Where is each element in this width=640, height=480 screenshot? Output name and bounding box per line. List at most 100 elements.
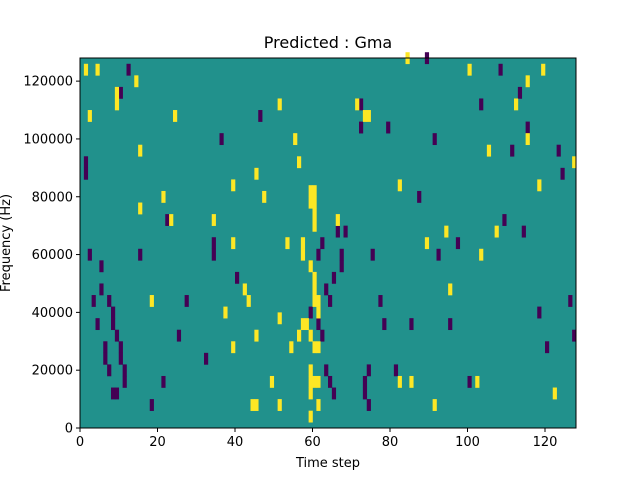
heatmap-cell-negative <box>103 341 108 354</box>
heatmap-cell-negative <box>211 248 216 261</box>
heatmap-cell-negative <box>556 144 561 157</box>
heatmap-cell-negative <box>436 248 441 261</box>
heatmap-cell-positive <box>269 375 275 388</box>
heatmap-cell-positive <box>231 341 236 354</box>
heatmap-cell-positive <box>366 110 371 122</box>
heatmap-cell-negative <box>114 387 120 400</box>
heatmap-cell-positive <box>552 387 557 400</box>
heatmap-cell-negative <box>510 144 515 157</box>
heatmap-cell-positive <box>285 237 290 250</box>
y-axis-ticks: 0 20000 40000 60000 80000 100000 120000 <box>23 75 80 437</box>
heatmap-cell-positive <box>312 295 317 307</box>
heatmap-cell-negative <box>320 329 325 342</box>
heatmap-cell-negative <box>87 248 92 261</box>
x-tick-label: 0 <box>76 435 84 450</box>
heatmap-cell-positive <box>316 375 321 388</box>
heatmap-cell-negative <box>409 318 414 331</box>
heatmap-cell-negative <box>118 352 123 365</box>
heatmap-cell-positive <box>277 312 282 325</box>
heatmap-cell-negative <box>359 121 364 134</box>
heatmap-cell-positive <box>300 248 306 261</box>
heatmap-cell-negative <box>366 399 371 411</box>
heatmap-cell-positive <box>134 75 139 88</box>
heatmap-cell-negative <box>331 387 337 400</box>
heatmap-cell-negative <box>111 306 116 319</box>
heatmap-cell-negative <box>99 260 104 273</box>
heatmap-cell-negative <box>316 318 321 331</box>
y-tick-label: 120000 <box>23 75 73 90</box>
heatmap-cell-negative <box>161 375 166 388</box>
heatmap-cell-positive <box>254 329 259 342</box>
heatmap-cell-negative <box>83 156 89 169</box>
heatmap-cell-negative <box>517 86 523 99</box>
heatmap-cell-positive <box>211 214 216 226</box>
heatmap-cell-positive <box>397 375 402 388</box>
heatmap-cell-negative <box>95 318 100 331</box>
heatmap-cell-positive <box>254 399 259 411</box>
plot-area <box>79 52 577 429</box>
heatmap-cell-positive <box>95 63 100 76</box>
heatmap-cell-positive <box>397 179 402 192</box>
heatmap-cell-positive <box>514 98 519 111</box>
y-tick-label: 100000 <box>23 132 73 147</box>
heatmap-cell-negative <box>568 295 573 307</box>
heatmap-cell-positive <box>83 63 89 76</box>
heatmap-cell-positive <box>444 225 449 238</box>
heatmap-cell-negative <box>448 318 453 331</box>
heatmap-cell-positive <box>250 399 255 411</box>
heatmap-cell-negative <box>111 387 116 400</box>
chart-title: Predicted : Gma <box>264 33 392 52</box>
x-tick-label: 60 <box>304 435 321 450</box>
heatmap-cell-positive <box>316 341 321 354</box>
heatmap-cell-negative <box>339 248 344 261</box>
heatmap-cell-negative <box>316 248 321 261</box>
heatmap-cell-negative <box>370 248 375 261</box>
heatmap-cell-positive <box>223 306 228 319</box>
heatmap-cell-negative <box>111 318 116 331</box>
heatmap-cell-negative <box>386 121 391 134</box>
heatmap-cell-negative <box>324 283 329 296</box>
x-tick-label: 120 <box>533 435 558 450</box>
x-axis-ticks: 0 20 40 60 80 100 120 <box>76 428 558 450</box>
heatmap-cell-positive <box>308 387 313 400</box>
heatmap-cell-positive <box>114 86 120 99</box>
heatmap-cell-positive <box>525 75 530 88</box>
heatmap-cell-positive <box>149 295 154 307</box>
heatmap-cell-negative <box>502 214 507 226</box>
heatmap-cell-positive <box>448 283 453 296</box>
heatmap-cell-positive <box>277 98 282 111</box>
heatmap-cell-positive <box>479 248 484 261</box>
heatmap-cell-positive <box>304 318 309 331</box>
heatmap-cell-negative <box>184 295 189 307</box>
heatmap-cell-positive <box>308 375 313 388</box>
heatmap-cell-negative <box>114 329 120 342</box>
x-axis-label: Time step <box>295 456 360 471</box>
heatmap-cell-positive <box>308 196 313 209</box>
heatmap-cell-positive <box>300 318 306 331</box>
heatmap-cell-negative <box>328 375 333 388</box>
heatmap-cell-positive <box>486 144 492 157</box>
heatmap-cell-positive <box>335 214 340 226</box>
heatmap-cell-positive <box>308 260 313 273</box>
x-tick-label: 80 <box>382 435 399 450</box>
heatmap-cell-positive <box>169 214 174 226</box>
y-tick-label: 60000 <box>32 248 73 263</box>
heatmap-cell-negative <box>432 133 437 146</box>
heatmap-cell-negative <box>122 364 127 377</box>
heatmap-cell-negative <box>320 237 325 250</box>
heatmap-cell-positive <box>409 375 414 388</box>
heatmap-cell-negative <box>572 329 577 342</box>
heatmap-cell-positive <box>254 167 259 180</box>
heatmap-cell-positive <box>312 375 317 388</box>
heatmap-cell-positive <box>537 179 542 192</box>
heatmap-cell-negative <box>83 167 89 180</box>
heatmap-cell-positive <box>161 190 166 203</box>
heatmap-cell-positive <box>246 295 251 307</box>
y-tick-label: 40000 <box>32 306 73 321</box>
heatmap-cell-negative <box>339 260 344 273</box>
plot-frame <box>79 57 577 429</box>
heatmap-cell-positive <box>173 110 178 122</box>
heatmap-cell-positive <box>312 196 317 209</box>
heatmap-cell-positive <box>312 283 317 296</box>
heatmap-cell-negative <box>382 318 387 331</box>
